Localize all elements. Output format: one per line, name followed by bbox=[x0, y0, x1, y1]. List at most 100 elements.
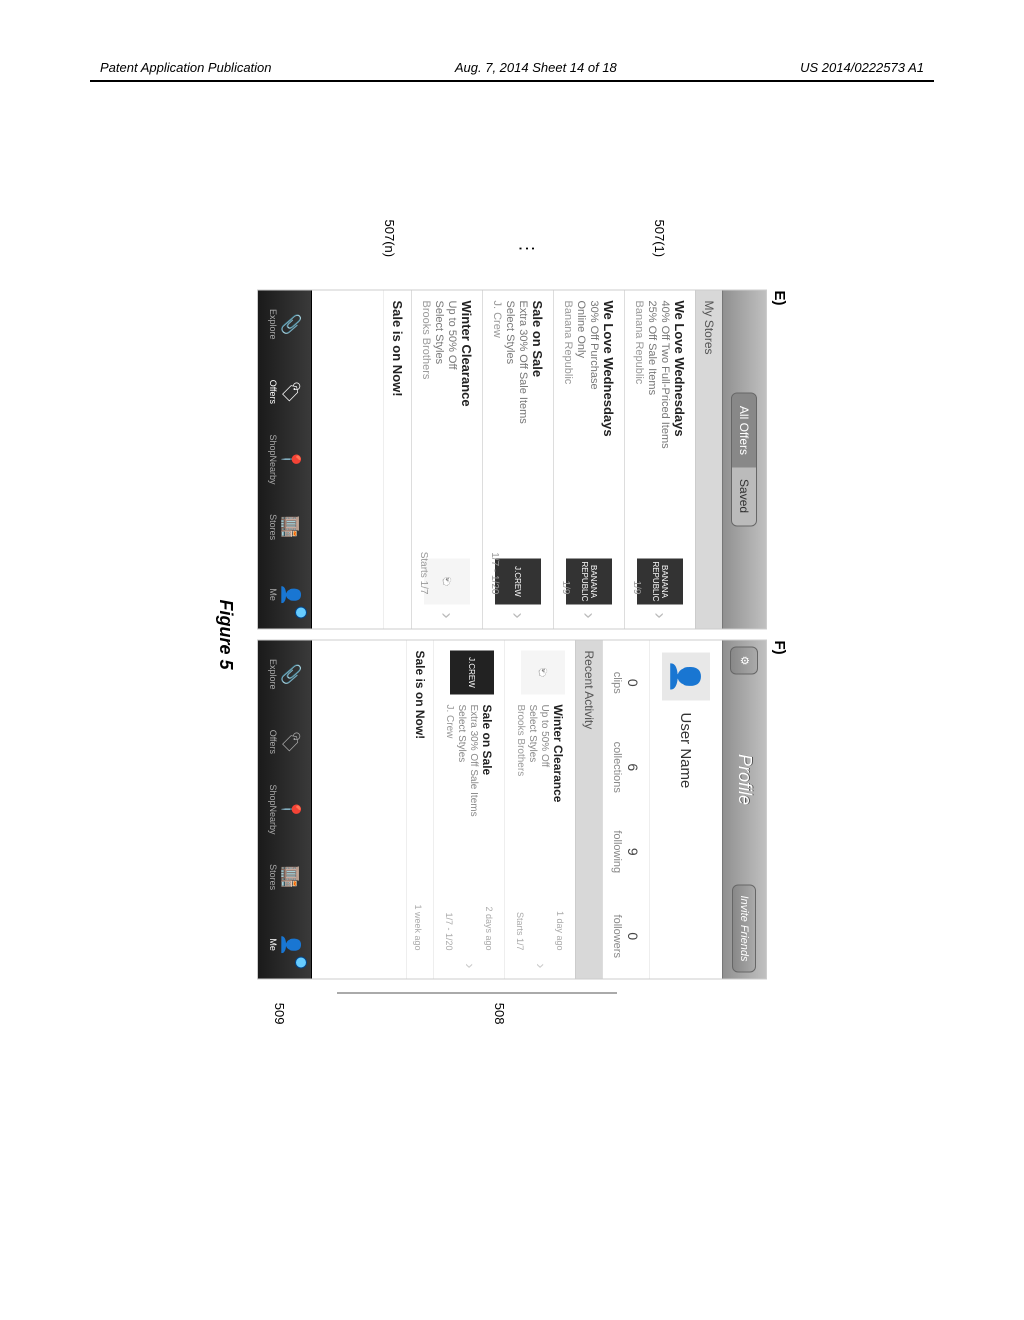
offer-store: Brooks Brothers bbox=[420, 301, 432, 551]
shopnearby-icon: 📍 bbox=[280, 798, 301, 820]
panel-f-topbar: ⚙ Profile Invite Friends bbox=[722, 641, 766, 979]
offer-store: J. Crew bbox=[491, 301, 503, 551]
store-logo-icon: J.CREW bbox=[495, 559, 541, 605]
tab-offers[interactable]: 🏷Offers bbox=[258, 708, 311, 776]
explore-icon: 📎 bbox=[280, 663, 301, 685]
tabbar-e: 📎Explore🏷Offers📍ShopNearby🏬Stores👤Me bbox=[258, 291, 312, 629]
tab-offers[interactable]: 🏷Offers bbox=[258, 358, 311, 426]
panel-e-topbar: All Offers Saved bbox=[722, 291, 766, 629]
seg-saved[interactable]: Saved bbox=[733, 467, 757, 525]
stat-label: followers bbox=[611, 894, 623, 979]
activity-row[interactable]: J.CREW Sale on Sale Extra 30% Off Sale I… bbox=[433, 641, 504, 979]
ref-509: 509 bbox=[272, 1003, 287, 1025]
activity-row[interactable]: 🐑 Winter Clearance Up to 50% Off Select … bbox=[504, 641, 575, 979]
brace-508 bbox=[337, 986, 617, 994]
user-avatar[interactable]: 👤 bbox=[662, 653, 710, 701]
tab-stores[interactable]: 🏬Stores bbox=[258, 493, 311, 561]
stat-followers[interactable]: 0followers bbox=[603, 894, 649, 979]
tab-shopnearby[interactable]: 📍ShopNearby bbox=[258, 776, 311, 844]
offer-date: Starts 1/7 bbox=[418, 552, 429, 595]
tab-label: Me bbox=[268, 588, 278, 601]
offer-line1: Extra 30% Off Sale Items bbox=[517, 301, 529, 551]
offer-line1: 30% Off Purchase bbox=[588, 301, 600, 551]
tab-explore[interactable]: 📎Explore bbox=[258, 291, 311, 359]
stat-count: 9 bbox=[625, 810, 641, 895]
activity-line2: Select Styles bbox=[456, 705, 467, 954]
seg-all-offers[interactable]: All Offers bbox=[733, 394, 757, 467]
explore-icon: 📎 bbox=[280, 313, 301, 335]
tab-label: Offers bbox=[268, 730, 278, 754]
stores-icon: 🏬 bbox=[280, 866, 301, 888]
store-logo-icon: 🐑 bbox=[521, 651, 565, 695]
chevron-right-icon: › bbox=[650, 613, 671, 619]
offers-segment[interactable]: All Offers Saved bbox=[732, 393, 758, 526]
patent-header: Patent Application Publication Aug. 7, 2… bbox=[100, 60, 924, 75]
stat-following[interactable]: 9following bbox=[603, 810, 649, 895]
offer-title: Sale on Sale bbox=[530, 301, 545, 551]
stats-row: 0clips6collections9following0followers bbox=[602, 641, 649, 979]
ref-507-1: 507(1) bbox=[652, 220, 667, 258]
profile-user-row: 👤 User Name bbox=[649, 641, 722, 979]
activity-line2: Select Styles bbox=[527, 705, 538, 954]
my-stores-section: My Stores bbox=[695, 291, 722, 629]
activity-date: Starts 1/7 bbox=[515, 912, 525, 951]
invite-friends-button[interactable]: Invite Friends bbox=[733, 884, 757, 972]
tab-me[interactable]: 👤Me bbox=[258, 911, 311, 979]
tab-shopnearby[interactable]: 📍ShopNearby bbox=[258, 426, 311, 494]
offer-cutoff[interactable]: Sale is on Now! bbox=[383, 291, 411, 629]
offer-store: Banana Republic bbox=[562, 301, 574, 551]
tab-label: Offers bbox=[268, 380, 278, 404]
activity-cutoff[interactable]: Sale is on Now! 1 week ago bbox=[406, 641, 433, 979]
header-rule bbox=[90, 80, 934, 82]
offer-title: We Love Wednesdays bbox=[601, 301, 616, 551]
stat-count: 0 bbox=[625, 641, 641, 726]
panel-e-phone: E) All Offers Saved My Stores We Love We… bbox=[257, 290, 767, 630]
panel-e-label: E) bbox=[771, 291, 788, 306]
tab-stores[interactable]: 🏬Stores bbox=[258, 843, 311, 911]
stat-count: 6 bbox=[625, 725, 641, 810]
offer-date: 1/7 - 1/20 bbox=[489, 552, 500, 594]
tab-label: Explore bbox=[268, 309, 278, 340]
chevron-right-icon: › bbox=[531, 963, 549, 968]
header-left: Patent Application Publication bbox=[100, 60, 272, 75]
offer-line1: Up to 50% Off bbox=[446, 301, 458, 551]
tab-explore[interactable]: 📎Explore bbox=[258, 641, 311, 709]
activity-time: 1 day ago bbox=[555, 911, 565, 951]
me-icon: 👤 bbox=[280, 933, 301, 955]
chevron-right-icon: › bbox=[460, 963, 478, 968]
stat-label: collections bbox=[611, 725, 623, 810]
stat-clips[interactable]: 0clips bbox=[603, 641, 649, 726]
offer-row[interactable]: Winter Clearance Up to 50% Off Select St… bbox=[411, 291, 482, 629]
offer-date: 1/9 bbox=[560, 581, 571, 595]
store-logo-icon: BANANA REPUBLIC bbox=[566, 559, 612, 605]
offer-row[interactable]: We Love Wednesdays 40% Off Two Full-Pric… bbox=[624, 291, 695, 629]
chevron-right-icon: › bbox=[508, 613, 529, 619]
store-logo-icon: J.CREW bbox=[450, 651, 494, 695]
recent-activity-section: Recent Activity bbox=[575, 641, 602, 979]
offer-row[interactable]: Sale on Sale Extra 30% Off Sale Items Se… bbox=[482, 291, 553, 629]
cutoff-time: 1 week ago bbox=[413, 904, 423, 950]
offer-date: 1/9 bbox=[631, 581, 642, 595]
tab-me[interactable]: 👤Me bbox=[258, 561, 311, 629]
offer-line2: Online Only bbox=[575, 301, 587, 551]
settings-button[interactable]: ⚙ bbox=[731, 647, 759, 675]
stat-collections[interactable]: 6collections bbox=[603, 725, 649, 810]
user-name-label: User Name bbox=[678, 713, 695, 789]
offers-icon: 🏷 bbox=[280, 730, 301, 753]
offer-title: Winter Clearance bbox=[459, 301, 474, 551]
tab-badge bbox=[295, 606, 307, 618]
shopnearby-icon: 📍 bbox=[280, 448, 301, 470]
tab-label: ShopNearby bbox=[268, 434, 278, 484]
store-logo-icon: BANANA REPUBLIC bbox=[637, 559, 683, 605]
offer-line1: 40% Off Two Full-Priced Items bbox=[659, 301, 671, 551]
ref-507-n: 507(n) bbox=[382, 220, 397, 258]
profile-title: Profile bbox=[734, 754, 755, 805]
tab-label: Me bbox=[268, 938, 278, 951]
activity-list: 🐑 Winter Clearance Up to 50% Off Select … bbox=[433, 641, 575, 979]
panel-f-phone: F) ⚙ Profile Invite Friends 👤 User Name … bbox=[257, 640, 767, 980]
offer-row[interactable]: We Love Wednesdays 30% Off Purchase Onli… bbox=[553, 291, 624, 629]
tab-label: ShopNearby bbox=[268, 784, 278, 834]
offer-line2: Select Styles bbox=[504, 301, 516, 551]
activity-date: 1/7 - 1/20 bbox=[444, 912, 454, 950]
store-logo-icon: 🐑 bbox=[424, 559, 470, 605]
